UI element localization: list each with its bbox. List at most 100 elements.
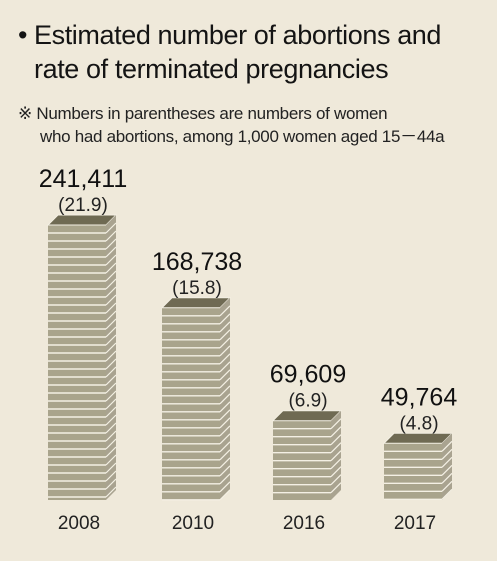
sheet-side-line xyxy=(219,409,231,421)
sheet-side-line xyxy=(105,478,117,490)
sheet-side-line xyxy=(219,401,231,413)
sheet-side-line xyxy=(105,342,117,354)
sheet-side-line xyxy=(105,246,117,258)
note-line-2: who had abortions, among 1,000 women age… xyxy=(40,127,445,146)
category-label-2016: 2016 xyxy=(283,513,325,534)
sheet-side-line xyxy=(219,353,231,365)
sheet-side-line xyxy=(219,393,231,405)
rate-label-2017: (4.8) xyxy=(399,413,438,434)
bar-top-sheet xyxy=(271,410,343,422)
sheet-side-line xyxy=(105,414,117,426)
rate-label-2016: (6.9) xyxy=(288,391,327,412)
sheet-side-line xyxy=(105,326,117,338)
sheet-side-line xyxy=(105,462,117,474)
sheet-side-line xyxy=(105,318,117,330)
rate-label-2008: (21.9) xyxy=(58,195,108,216)
sheet-side-line xyxy=(105,310,117,322)
sheet-side-line xyxy=(441,440,453,452)
sheet-side-line xyxy=(441,464,453,476)
sheet-side-line xyxy=(219,465,231,477)
sheet-side-line xyxy=(105,238,117,250)
sheet-side-line xyxy=(105,278,117,290)
sheet-side-line xyxy=(330,434,342,446)
sheet-side-line xyxy=(441,488,453,500)
chart-note: ※ Numbers in parentheses are numbers of … xyxy=(18,102,488,148)
sheet-side-line xyxy=(330,482,342,494)
sheet-side-line xyxy=(105,438,117,450)
bar-top-sheet xyxy=(160,297,232,309)
sheet-side-line xyxy=(441,472,453,484)
sheet-side-line xyxy=(219,321,231,333)
bar-stack-2017 xyxy=(382,432,454,501)
value-label-2017: 49,764 xyxy=(381,383,458,411)
sheet-side-line xyxy=(330,418,342,430)
sheet-side-line xyxy=(105,446,117,458)
sheet-side-line xyxy=(219,345,231,357)
sheet-side-line xyxy=(219,417,231,429)
sheet-side-line xyxy=(105,470,117,482)
sheet-side-line xyxy=(219,457,231,469)
bar-body xyxy=(384,443,442,500)
sheet-side-line xyxy=(330,466,342,478)
sheet-side-line xyxy=(219,369,231,381)
sheet-side-line xyxy=(105,486,117,498)
value-label-2008: 241,411 xyxy=(39,165,128,193)
sheet-side-line xyxy=(105,422,117,434)
category-label-2017: 2017 xyxy=(394,513,436,534)
category-label-2010: 2010 xyxy=(172,513,214,534)
sheet-side-line xyxy=(105,230,117,242)
reference-mark-icon: ※ xyxy=(18,104,32,123)
sheet-side-line xyxy=(441,456,453,468)
sheet-side-line xyxy=(219,489,231,501)
sheet-side-line xyxy=(105,286,117,298)
sheet-side-line xyxy=(219,433,231,445)
sheet-side-line xyxy=(105,254,117,266)
rate-label-2010: (15.8) xyxy=(172,278,222,299)
sheet-side-line xyxy=(219,337,231,349)
sheet-side-line xyxy=(219,481,231,493)
sheet-side-line xyxy=(219,361,231,373)
sheet-side-line xyxy=(219,449,231,461)
sheet-side-line xyxy=(330,458,342,470)
bar-stack-2010 xyxy=(160,297,232,501)
sheet-side-line xyxy=(219,441,231,453)
chart-title: • Estimated number of abortions and rate … xyxy=(18,18,488,86)
sheet-side-line xyxy=(105,430,117,442)
sheet-side-line xyxy=(105,390,117,402)
value-label-2010: 168,738 xyxy=(152,248,242,276)
value-label-2016: 69,609 xyxy=(270,361,346,389)
sheet-side-line xyxy=(105,398,117,410)
bar-top-sheet xyxy=(46,214,118,226)
bullet-icon: • xyxy=(18,20,28,50)
sheet-side-line xyxy=(330,442,342,454)
category-label-2008: 2008 xyxy=(58,513,100,534)
sheet-side-line xyxy=(105,334,117,346)
sheet-side-line xyxy=(105,374,117,386)
sheet-side-line xyxy=(219,425,231,437)
bar-top-sheet xyxy=(382,432,454,444)
sheet-side-line xyxy=(105,382,117,394)
title-line-2: rate of terminated pregnancies xyxy=(34,54,389,84)
sheet-side-line xyxy=(105,350,117,362)
bar-stack-2016 xyxy=(271,410,343,500)
sheet-side-line xyxy=(219,329,231,341)
note-line-1: ※ Numbers in parentheses are numbers of … xyxy=(18,104,388,123)
sheet-side-line xyxy=(105,358,117,370)
sheet-side-line xyxy=(105,270,117,282)
bar-body xyxy=(48,225,106,500)
sheet-side-line xyxy=(105,406,117,418)
sheet-side-line xyxy=(105,366,117,378)
sheet-side-line xyxy=(219,313,231,325)
title-line-1: • Estimated number of abortions and xyxy=(18,20,442,50)
sheet-side-line xyxy=(330,426,342,438)
sheet-side-line xyxy=(219,305,231,317)
sheet-side-line xyxy=(105,262,117,274)
sheet-side-line xyxy=(219,385,231,397)
sheet-side-line xyxy=(105,222,117,234)
sheet-side-line xyxy=(105,302,117,314)
sheet-side-line xyxy=(219,473,231,485)
sheet-side-line xyxy=(105,294,117,306)
sheet-side-line xyxy=(441,480,453,492)
sheet-side-line xyxy=(330,474,342,486)
bar-stack-2008 xyxy=(46,214,118,500)
